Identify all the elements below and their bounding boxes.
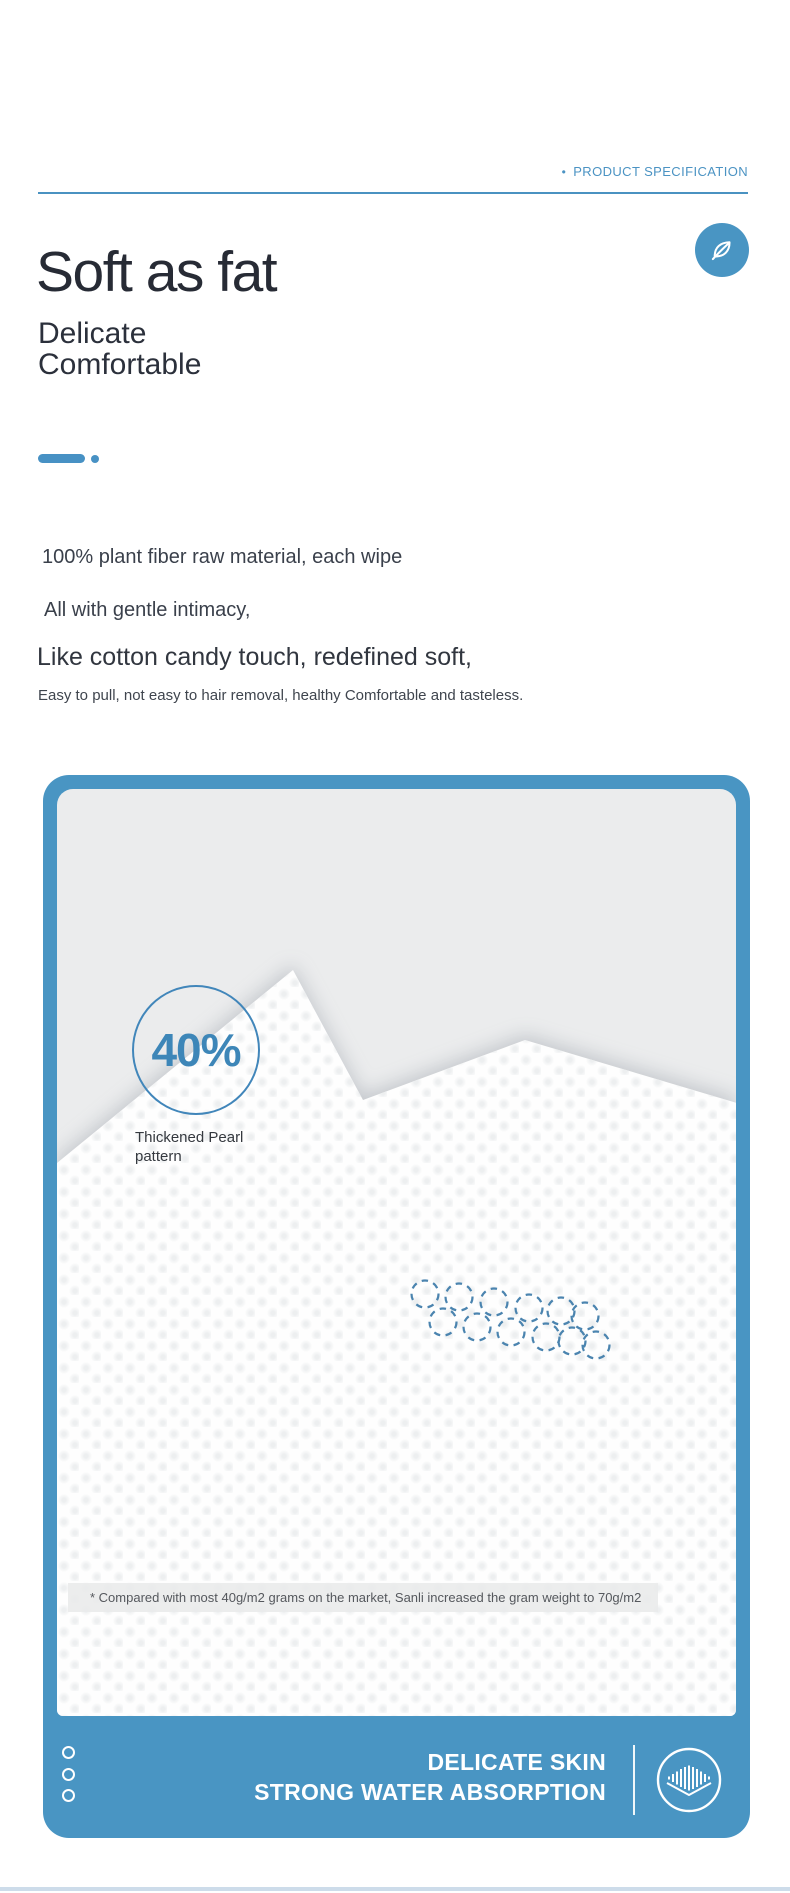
page-title: Soft as fat <box>36 240 278 304</box>
dot-markers <box>62 1746 75 1811</box>
intro-line-1: 100% plant fiber raw material, each wipe <box>42 546 403 568</box>
section-eyebrow: • PRODUCT SPECIFICATION <box>562 164 748 179</box>
page-bottom-rule <box>0 1887 790 1891</box>
intro-line-2: All with gentle intimacy, <box>44 599 251 621</box>
product-photo: 40% Thickened Pearl pattern <box>57 789 736 1716</box>
header-rule <box>38 192 748 194</box>
accent-dot <box>91 455 99 463</box>
wipe-sheet-image <box>57 970 736 1716</box>
product-card: 40% Thickened Pearl pattern <box>43 775 750 1838</box>
percent-value: 40% <box>151 1024 241 1076</box>
banner-text: DELICATE SKIN STRONG WATER ABSORPTION <box>254 1747 606 1807</box>
dot-marker <box>62 1746 75 1759</box>
eyebrow-bullet: • <box>561 165 567 179</box>
bubble-cluster-icon <box>410 1279 611 1360</box>
eyebrow-label: PRODUCT SPECIFICATION <box>573 164 748 179</box>
banner-line-1: DELICATE SKIN <box>427 1749 606 1775</box>
banner-line-2: STRONG WATER ABSORPTION <box>254 1779 606 1805</box>
intro-line-3: Like cotton candy touch, redefined soft, <box>37 643 472 671</box>
accent-dash <box>38 454 85 463</box>
banner-divider <box>633 1745 635 1815</box>
page-subtitle: Delicate Comfortable <box>38 318 201 380</box>
comparison-footnote: * Compared with most 40g/m2 grams on the… <box>68 1583 658 1612</box>
leaf-glyph <box>711 241 731 261</box>
percent-caption: Thickened Pearl pattern <box>135 1129 244 1165</box>
intro-line-4: Easy to pull, not easy to hair removal, … <box>38 687 524 704</box>
dot-marker <box>62 1767 75 1781</box>
card-banner: DELICATE SKIN STRONG WATER ABSORPTION <box>43 1716 750 1838</box>
dot-marker <box>62 1789 75 1802</box>
percent-badge: 40% <box>132 985 260 1115</box>
subtitle-line-2: Comfortable <box>38 348 202 381</box>
absorption-icon <box>656 1747 722 1813</box>
subtitle-line-1: Delicate <box>38 317 147 350</box>
leaf-icon <box>695 223 749 277</box>
